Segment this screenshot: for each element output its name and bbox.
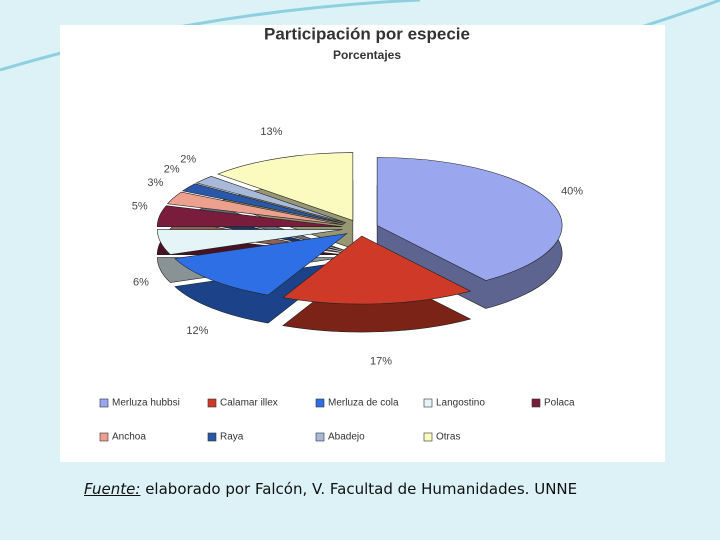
legend-label: Anchoa bbox=[112, 432, 146, 443]
legend-swatch bbox=[531, 398, 541, 408]
legend-swatch bbox=[99, 398, 109, 408]
source-label: Fuente: bbox=[84, 480, 141, 498]
slice-label: 12% bbox=[186, 325, 208, 337]
legend-swatch bbox=[207, 398, 217, 408]
slice bbox=[181, 183, 345, 224]
slice-label: 13% bbox=[260, 126, 282, 138]
legend-label: Calamar illex bbox=[220, 398, 278, 409]
chart-title: Participación por especie bbox=[264, 24, 470, 43]
slice-label: 3% bbox=[147, 177, 163, 189]
source-text: elaborado por Falcón, V. Facultad de Hum… bbox=[140, 480, 578, 498]
legend-swatch bbox=[423, 432, 433, 442]
caption: Fuente: elaborado por Falcón, V. Faculta… bbox=[84, 480, 577, 498]
legend-swatch bbox=[315, 398, 325, 408]
legend-label: Abadejo bbox=[328, 432, 365, 443]
slice bbox=[166, 191, 344, 226]
legend-swatch bbox=[99, 432, 109, 442]
slice-label: 2% bbox=[164, 163, 180, 175]
decor bbox=[0, 0, 421, 72]
slice bbox=[217, 152, 354, 221]
slice bbox=[376, 157, 563, 281]
slice-label: 2% bbox=[180, 153, 196, 165]
slice bbox=[195, 175, 347, 224]
chart-subtitle: Porcentajes bbox=[333, 48, 401, 62]
legend-label: Merluza de cola bbox=[328, 398, 399, 409]
slice bbox=[157, 229, 343, 255]
slice-label: 6% bbox=[133, 276, 149, 288]
legend-label: Polaca bbox=[544, 398, 575, 409]
legend-label: Raya bbox=[220, 432, 244, 443]
legend-label: Otras bbox=[436, 432, 460, 443]
chart: Participación por especie Porcentajes 40… bbox=[99, 24, 583, 443]
slice-label: 5% bbox=[132, 201, 148, 213]
slice-label: 40% bbox=[561, 186, 583, 198]
slice bbox=[174, 233, 348, 296]
legend-label: Langostino bbox=[436, 398, 485, 409]
slice bbox=[282, 235, 472, 305]
legend-swatch bbox=[207, 432, 217, 442]
slice-label: 17% bbox=[370, 355, 392, 367]
slice bbox=[156, 205, 343, 228]
legend-swatch bbox=[315, 432, 325, 442]
legend-swatch bbox=[423, 398, 433, 408]
legend-label: Merluza hubbsi bbox=[112, 398, 180, 409]
